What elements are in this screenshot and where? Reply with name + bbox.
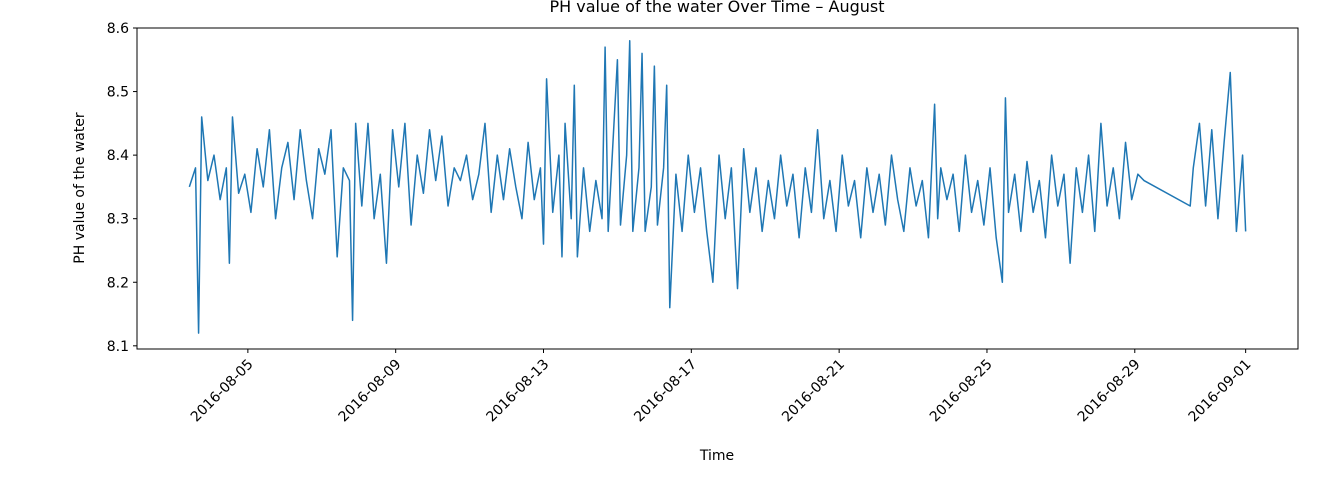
x-tick-label: 2016-08-25	[927, 357, 996, 426]
y-axis-label: PH value of the water	[72, 112, 88, 264]
data-line	[188, 39, 1247, 334]
y-tick-label: 8.2	[107, 275, 129, 291]
x-tick-label: 2016-08-05	[188, 357, 257, 426]
plot-frame	[136, 27, 1299, 350]
x-tick-label: 2016-08-17	[631, 357, 700, 426]
x-tick-label: 2016-08-09	[336, 357, 405, 426]
y-tick-label: 8.3	[107, 212, 129, 228]
y-tick-label: 8.1	[107, 339, 129, 355]
chart-title: PH value of the water Over Time – August	[550, 0, 885, 16]
y-tick-label: 8.4	[107, 148, 129, 164]
x-tick-label: 2016-08-21	[779, 357, 848, 426]
x-tick-label: 2016-09-01	[1186, 357, 1255, 426]
x-tick-label: 2016-08-13	[483, 357, 552, 426]
y-tick-label: 8.5	[107, 85, 129, 101]
x-tick-label: 2016-08-29	[1075, 357, 1144, 426]
y-tick-label: 8.6	[107, 21, 129, 37]
x-axis-label: Time	[699, 448, 734, 464]
